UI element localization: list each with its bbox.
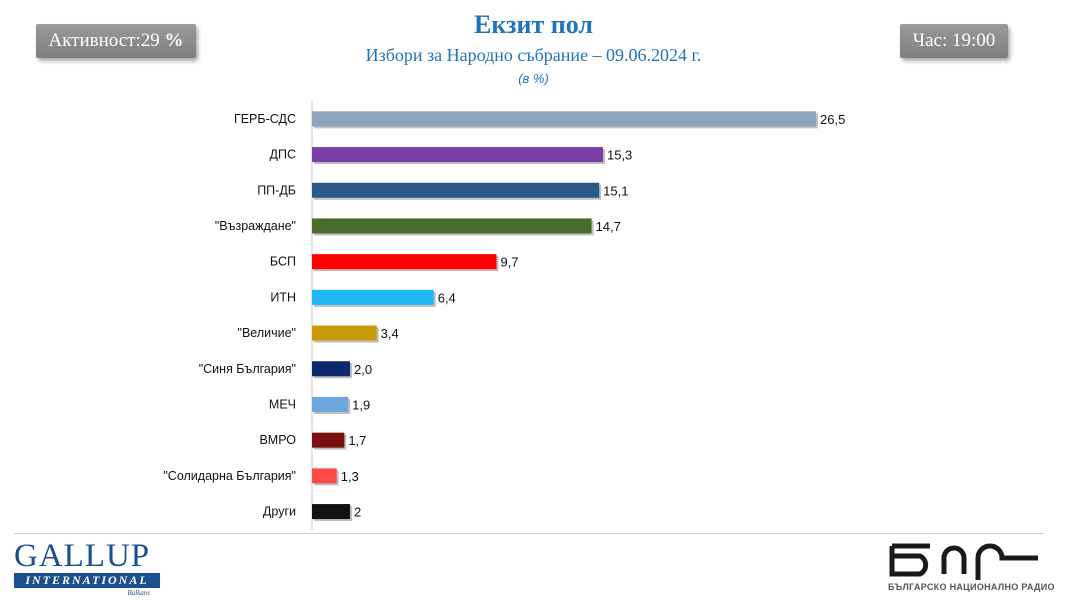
- bar: [312, 254, 497, 270]
- value-label: 2,0: [354, 362, 372, 377]
- bar: [312, 504, 351, 520]
- category-label: ПП-ДБ: [257, 183, 296, 197]
- category-label: Други: [263, 505, 296, 519]
- bnr-logo: БЪЛГАРСКО НАЦИОНАЛНО РАДИО: [888, 540, 1054, 596]
- gallup-logo: GALLUP INTERNATIONAL Balkans: [14, 540, 160, 597]
- bar: [312, 218, 592, 234]
- bnr-logo-icon: [889, 543, 1038, 580]
- value-label: 14,7: [596, 219, 621, 234]
- value-label: 1,3: [341, 469, 359, 484]
- gallup-logo-sub: INTERNATIONAL: [14, 573, 160, 588]
- category-label: ГЕРБ-СДС: [234, 112, 296, 126]
- bar: [312, 182, 600, 198]
- value-label: 1,9: [352, 397, 370, 412]
- time-badge: Час: 19:00: [900, 24, 1008, 58]
- bar: [312, 468, 337, 484]
- bar: [312, 325, 377, 341]
- value-label: 15,3: [607, 148, 632, 163]
- category-label: ДПС: [270, 148, 296, 162]
- bars-group: ГЕРБ-СДС 26,5 ДПС 15,3 ПП-ДБ 15,1 "Възраждане"…: [163, 111, 845, 522]
- value-label: 15,1: [603, 183, 628, 198]
- turnout-percent-sign: %: [164, 30, 184, 51]
- bar: [312, 361, 351, 377]
- bar: [312, 289, 434, 305]
- bar: [312, 396, 349, 412]
- category-label: "Величие": [238, 326, 296, 340]
- category-label: "Синя България": [199, 362, 296, 376]
- category-label: "Възраждане": [215, 219, 296, 233]
- category-label: МЕЧ: [269, 397, 296, 411]
- unit-label: (в %): [518, 71, 549, 86]
- bar: [312, 147, 603, 163]
- bar: [312, 432, 345, 448]
- value-label: 6,4: [438, 290, 456, 305]
- value-label: 1,7: [348, 433, 366, 448]
- gallup-logo-main: GALLUP: [14, 538, 151, 574]
- chart-title: Екзит пол: [474, 10, 593, 39]
- turnout-badge: Активност:29 %: [36, 24, 196, 58]
- value-label: 26,5: [820, 112, 845, 127]
- category-label: ИТН: [270, 290, 296, 304]
- turnout-label: Активност:29: [48, 30, 165, 51]
- footer-divider: [14, 533, 1044, 534]
- bar: [312, 111, 816, 127]
- chart-subtitle: Избори за Народно събрание – 09.06.2024 …: [365, 45, 702, 65]
- category-label: БСП: [270, 255, 296, 269]
- value-label: 2: [354, 505, 361, 520]
- gallup-logo-region: Balkans: [127, 589, 150, 597]
- value-label: 9,7: [500, 255, 518, 270]
- category-label: ВМРО: [259, 433, 296, 447]
- value-label: 3,4: [381, 326, 399, 341]
- bnr-logo-text: БЪЛГАРСКО НАЦИОНАЛНО РАДИО: [888, 582, 1055, 592]
- category-label: "Солидарна България": [163, 469, 296, 483]
